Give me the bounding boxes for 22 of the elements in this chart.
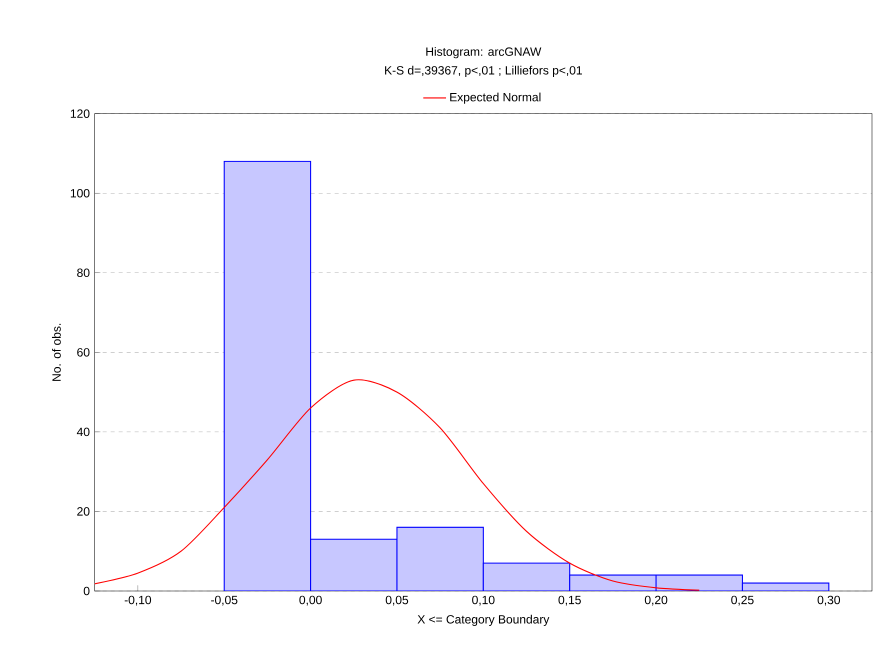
- x-tick-label: 0,25: [731, 596, 754, 606]
- x-tick-label: 0,20: [644, 596, 668, 606]
- y-tick-label: 60: [77, 348, 90, 357]
- chart-title: Histogram: arcGNAW: [426, 47, 542, 58]
- y-axis-title: No. of obs.: [52, 324, 61, 381]
- y-tick-label: 100: [70, 188, 90, 198]
- x-tick-label: 0,05: [386, 596, 408, 606]
- y-tick-label: 40: [76, 428, 90, 436]
- chart-subtitle: K-S d=,39367, p<,01 ; Lilliefors p<,01: [385, 66, 582, 77]
- legend-label: Expected Normal: [450, 92, 540, 104]
- x-tick-label: -0,10: [124, 596, 152, 606]
- y-tick-label: 20: [77, 507, 90, 516]
- x-tick-label: 0,30: [818, 596, 840, 606]
- y-tick-label: 0: [84, 586, 90, 596]
- x-axis-title: X <= Category Boundary: [418, 614, 550, 626]
- x-tick-label: 0,15: [558, 596, 581, 606]
- y-tick-label: 80: [77, 268, 90, 278]
- line-series: [94, 379, 700, 591]
- x-tick-label: 0,00: [299, 596, 322, 606]
- x-tick-label: -0,05: [211, 596, 238, 606]
- y-tick-label: 120: [70, 109, 90, 118]
- x-tick-label: 0,10: [472, 596, 495, 606]
